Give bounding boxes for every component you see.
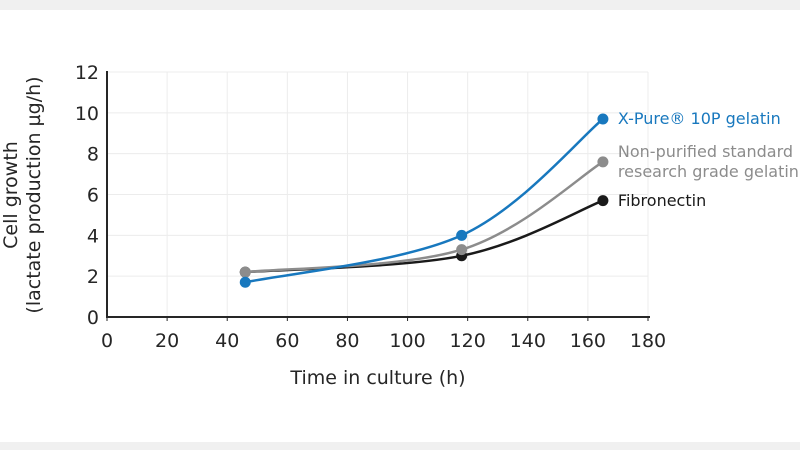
series-marker-x-pure-10p-gelatin bbox=[456, 229, 468, 241]
x-tick-label: 20 bbox=[155, 330, 179, 352]
legend-label-line: Fibronectin bbox=[617, 190, 707, 210]
x-tick-label: 180 bbox=[630, 330, 666, 352]
series-line-non-purified-standard-research-grade-gelatin bbox=[244, 160, 605, 274]
y-tick-label: 12 bbox=[75, 62, 99, 84]
x-tick-label: 40 bbox=[215, 330, 239, 352]
series-marker-x-pure-10p-gelatin bbox=[597, 113, 609, 125]
legend-label-non-purified-standard-research-grade-gelatin: Non-purified standard research grade gela… bbox=[618, 142, 799, 182]
x-tick-label: 120 bbox=[450, 330, 486, 352]
y-tick-label: 6 bbox=[87, 185, 99, 207]
y-tick-label: 0 bbox=[87, 307, 99, 329]
legend-label-line: X-Pure® 10P gelatin bbox=[617, 108, 781, 128]
y-tick-label: 8 bbox=[87, 144, 99, 166]
x-tick-label: 100 bbox=[389, 330, 425, 352]
legend-label-line: research grade gelatin bbox=[617, 161, 799, 181]
letterbox-bottom bbox=[0, 442, 800, 450]
legend-label-x-pure-10p-gelatin: X-Pure® 10P gelatin bbox=[618, 109, 781, 129]
series-marker-x-pure-10p-gelatin bbox=[239, 276, 251, 288]
series-marker-non-purified-standard-research-grade-gelatin bbox=[239, 266, 251, 278]
series-marker-non-purified-standard-research-grade-gelatin bbox=[456, 244, 468, 256]
y-tick-label: 2 bbox=[87, 266, 99, 288]
x-tick-label: 80 bbox=[335, 330, 359, 352]
x-tick-label: 160 bbox=[570, 330, 606, 352]
series-marker-fibronectin bbox=[597, 195, 609, 207]
letterbox-top bbox=[0, 0, 800, 10]
x-axis-title: Time in culture (h) bbox=[290, 367, 466, 389]
series-marker-non-purified-standard-research-grade-gelatin bbox=[597, 156, 609, 168]
y-tick-label: 4 bbox=[87, 225, 99, 247]
x-tick-label: 60 bbox=[275, 330, 299, 352]
x-tick-label: 140 bbox=[510, 330, 546, 352]
x-tick-label: 0 bbox=[101, 330, 113, 352]
y-tick-label: 10 bbox=[75, 103, 99, 125]
legend-label-fibronectin: Fibronectin bbox=[618, 191, 706, 211]
series-line-fibronectin bbox=[244, 199, 605, 274]
legend-label-line: Non-purified standard bbox=[617, 141, 794, 161]
